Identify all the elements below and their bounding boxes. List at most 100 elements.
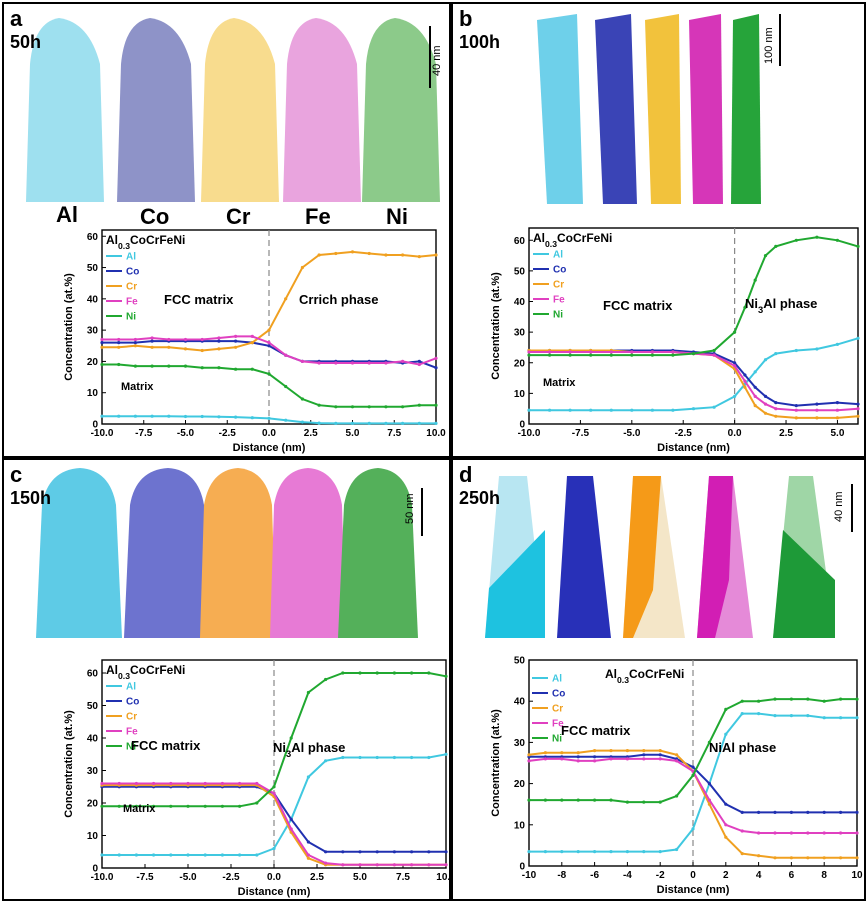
data-point-fe xyxy=(358,863,362,867)
x-tick-label: 5.0 xyxy=(830,428,844,439)
data-point-al xyxy=(417,421,421,425)
data-point-al xyxy=(117,414,121,418)
data-point-al xyxy=(650,408,654,412)
data-point-cr xyxy=(334,251,338,256)
data-point-fe xyxy=(773,831,777,835)
y-tick-label: 50 xyxy=(514,266,526,277)
data-point-al xyxy=(341,755,345,760)
legend-label-co: Co xyxy=(553,265,566,276)
data-point-ni xyxy=(757,699,761,703)
data-point-ni xyxy=(117,362,121,367)
data-point-ni xyxy=(527,353,531,357)
panel-a: a 50h 40 nm Al Co Cr Fe Ni 0 10 20 30 40 50 60… xyxy=(2,2,451,458)
data-point-fe xyxy=(169,781,173,786)
apt-reconstructions xyxy=(537,14,761,204)
data-point-co xyxy=(117,341,121,345)
data-point-ni xyxy=(856,244,860,248)
data-point-ni xyxy=(401,405,405,409)
concentration-chart-b: 0 10 20 30 40 50 60 -10.0 -7.5 -5.0 -2.5 0.0 2.5 5.0 D… xyxy=(490,227,860,454)
data-point-fe xyxy=(250,334,254,338)
annotation-label: FCC matrix xyxy=(603,298,673,313)
data-point-al xyxy=(200,414,204,419)
data-point-al xyxy=(527,850,531,854)
annotation-label: Crrich phase xyxy=(299,292,379,307)
data-point-fe xyxy=(217,336,221,340)
data-point-cr xyxy=(815,416,819,420)
data-point-cr xyxy=(593,749,597,753)
data-point-ni xyxy=(200,366,204,370)
panel-letter: b xyxy=(459,6,473,31)
data-point-ni xyxy=(806,697,810,701)
data-point-cr xyxy=(855,856,859,860)
data-point-fe xyxy=(100,781,104,786)
data-point-al xyxy=(835,342,839,346)
data-point-fe xyxy=(527,759,531,763)
y-tick-label: 50 xyxy=(87,701,99,712)
data-point-al xyxy=(609,850,613,854)
y-tick-label: 0 xyxy=(519,862,525,873)
x-tick-label: -2.5 xyxy=(222,872,240,883)
x-tick-label: -5.0 xyxy=(623,428,641,439)
data-point-fe xyxy=(267,341,271,345)
data-point-fe xyxy=(272,791,276,795)
data-point-ni xyxy=(306,690,310,695)
apt-reconstructions xyxy=(36,468,418,638)
data-point-ni xyxy=(350,405,355,409)
data-point-fe xyxy=(822,831,826,835)
data-point-co xyxy=(392,850,396,854)
data-point-al xyxy=(434,421,438,425)
data-point-ni xyxy=(743,306,747,310)
data-point-fe xyxy=(609,757,613,761)
data-point-co xyxy=(707,782,711,786)
legend-label-ni: Ni xyxy=(552,734,562,745)
data-point-fe xyxy=(548,350,552,354)
data-point-ni xyxy=(220,804,224,808)
x-tick-label: -7.5 xyxy=(572,428,590,439)
data-point-cr xyxy=(100,345,104,349)
data-point-al xyxy=(753,370,757,374)
data-point-ni xyxy=(444,674,448,678)
data-point-al xyxy=(757,712,761,716)
data-point-fe xyxy=(117,337,121,342)
data-point-al xyxy=(117,853,121,857)
data-point-al xyxy=(367,421,371,425)
data-point-ni xyxy=(392,671,396,675)
data-point-cr xyxy=(740,852,744,856)
data-point-al xyxy=(839,716,843,720)
data-point-fe xyxy=(341,863,345,867)
data-point-co xyxy=(410,850,414,854)
y-tick-label: 10 xyxy=(87,831,99,842)
data-point-ni xyxy=(375,671,379,675)
x-axis-label: Distance (nm) xyxy=(233,442,306,454)
data-point-cr xyxy=(133,344,137,348)
data-point-fe xyxy=(234,334,238,338)
data-point-fe xyxy=(724,823,728,827)
data-point-ni xyxy=(855,697,859,701)
data-point-al xyxy=(815,347,819,351)
legend-label-al: Al xyxy=(126,682,136,693)
scale-bar xyxy=(851,484,853,532)
data-point-al xyxy=(250,416,254,420)
data-point-cr xyxy=(789,856,793,860)
co-reconstruction xyxy=(595,14,637,204)
y-tick-label: 10 xyxy=(87,388,99,399)
data-point-cr xyxy=(856,414,860,418)
data-point-fe xyxy=(134,781,138,786)
data-point-ni xyxy=(300,397,304,401)
data-point-al xyxy=(691,407,696,411)
legend-label-ni: Ni xyxy=(126,742,136,753)
legend-label-fe: Fe xyxy=(552,719,564,730)
data-point-fe xyxy=(384,361,388,365)
data-point-ni xyxy=(568,353,572,357)
data-point-co xyxy=(733,361,737,365)
data-point-cr xyxy=(753,404,757,408)
data-point-ni xyxy=(255,801,259,805)
data-point-ni xyxy=(152,804,156,808)
x-tick-label: 5.0 xyxy=(346,428,360,439)
data-point-al xyxy=(548,408,552,412)
x-tick-label: -5.0 xyxy=(177,428,195,439)
annotation-label: Matrix xyxy=(543,377,576,389)
data-point-fe xyxy=(757,831,761,835)
x-tick-label: 0 xyxy=(690,870,696,881)
x-tick-label: 2.5 xyxy=(779,428,793,439)
